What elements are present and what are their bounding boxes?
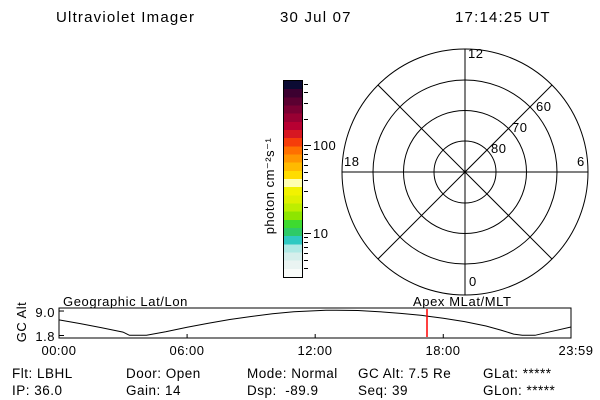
colorbar-tick [304, 164, 308, 166]
strip-caption-apex: Apex MLat/MLT [413, 294, 512, 309]
colorbar-tick [304, 103, 308, 104]
polar-spoke-diag-sw-ne [377, 84, 553, 260]
header-date: 30 Jul 07 [280, 9, 352, 26]
strip-xtick-2359: 23:59 [558, 343, 594, 358]
colorbar-tick [304, 118, 308, 120]
colorbar-tick [304, 252, 308, 254]
colorbar-tick [304, 145, 311, 146]
status-gc-alt: GC Alt: 7.5 Re [358, 366, 452, 381]
colorbar-tick [304, 241, 308, 243]
strip-axis-ticks [59, 310, 444, 338]
colorbar-tick [304, 153, 308, 155]
status-dsp: Dsp: -89.9 [247, 383, 319, 398]
strip-xtick-0000: 00:00 [41, 343, 77, 358]
status-glon: GLon: ***** [483, 383, 556, 398]
status-door: Door: Open [126, 366, 201, 381]
colorbar-tick [304, 180, 308, 181]
polar-label-mlat-70: 70 [512, 120, 527, 135]
gc-alt-curve [58, 309, 572, 336]
polar-label-mlt-12: 12 [468, 46, 483, 61]
strip-ytick-9: 9.0 [35, 305, 55, 320]
colorbar [283, 80, 303, 278]
colorbar-unit-label: photon cm⁻²s⁻¹ [262, 137, 277, 235]
colorbar-tick [304, 206, 308, 208]
colorbar-tick [304, 92, 308, 93]
gc-alt-strip-chart [58, 307, 572, 339]
colorbar-tick [304, 171, 308, 173]
colorbar-tick [304, 268, 308, 269]
strip-caption-geographic: Geographic Lat/Lon [63, 294, 188, 309]
colorbar-tick-label-100: 100 [313, 138, 337, 153]
polar-mlat-mlt-plot: 12 18 6 0 80 70 60 [341, 46, 589, 296]
colorbar-tick [304, 237, 308, 238]
status-seq: Seq: 39 [358, 383, 409, 398]
status-ip: IP: 36.0 [12, 383, 63, 398]
strip-xtick-1200: 12:00 [297, 343, 333, 358]
strip-ylabel: GC Alt [14, 301, 29, 343]
status-mode: Mode: Normal [247, 366, 338, 381]
colorbar-tick [304, 83, 308, 85]
colorbar-tick [304, 191, 308, 192]
polar-label-mlat-60: 60 [536, 99, 551, 114]
colorbar-tick [304, 246, 308, 248]
app-title: Ultraviolet Imager [56, 9, 196, 26]
strip-xtick-1800: 18:00 [425, 343, 461, 358]
polar-label-mlt-18: 18 [344, 154, 359, 169]
colorbar-tick [304, 259, 308, 261]
polar-label-mlt-0: 0 [469, 274, 477, 289]
colorbar-tick [304, 149, 308, 150]
colorbar-tick [304, 158, 308, 160]
strip-ytick-1-8: 1.8 [35, 329, 55, 344]
polar-label-mlt-6: 6 [577, 154, 585, 169]
colorbar-tick-label-10: 10 [313, 226, 329, 241]
strip-chart-frame [58, 307, 572, 339]
colorbar-tick [304, 233, 311, 234]
polar-label-mlat-80: 80 [491, 141, 506, 156]
strip-xtick-0600: 06:00 [169, 343, 205, 358]
status-glat: GLat: ***** [483, 366, 552, 381]
header-time-ut: 17:14:25 UT [455, 9, 551, 26]
status-gain: Gain: 14 [126, 383, 182, 398]
status-flt: Flt: LBHL [12, 366, 73, 381]
